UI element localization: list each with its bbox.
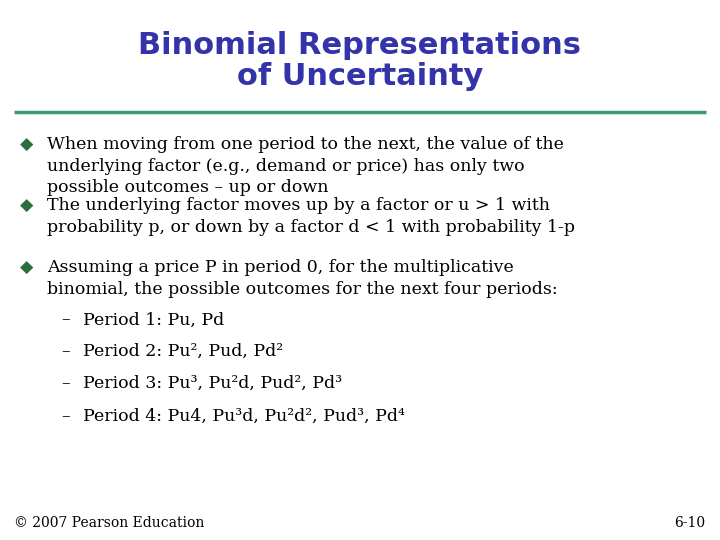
Text: –: –	[61, 343, 70, 360]
Text: The underlying factor moves up by a factor or u > 1 with
probability p, or down : The underlying factor moves up by a fact…	[47, 197, 575, 235]
Text: Period 3: Pu³, Pu²d, Pud², Pd³: Period 3: Pu³, Pu²d, Pud², Pd³	[83, 375, 342, 392]
Text: of Uncertainty: of Uncertainty	[237, 62, 483, 91]
Text: –: –	[61, 408, 70, 424]
Text: Assuming a price P in period 0, for the multiplicative
binomial, the possible ou: Assuming a price P in period 0, for the …	[47, 259, 557, 298]
Text: When moving from one period to the next, the value of the
underlying factor (e.g: When moving from one period to the next,…	[47, 136, 564, 196]
Text: Period 4: Pu4, Pu³d, Pu²d², Pud³, Pd⁴: Period 4: Pu4, Pu³d, Pu²d², Pud³, Pd⁴	[83, 408, 405, 424]
Text: –: –	[61, 312, 70, 328]
Text: 6-10: 6-10	[675, 516, 706, 530]
Text: –: –	[61, 375, 70, 392]
Text: ◆: ◆	[20, 197, 34, 215]
Text: Binomial Representations: Binomial Representations	[138, 31, 582, 60]
Text: Period 1: Pu, Pd: Period 1: Pu, Pd	[83, 312, 224, 328]
Text: Period 2: Pu², Pud, Pd²: Period 2: Pu², Pud, Pd²	[83, 343, 283, 360]
Text: ◆: ◆	[20, 259, 34, 277]
Text: © 2007 Pearson Education: © 2007 Pearson Education	[14, 516, 204, 530]
Text: ◆: ◆	[20, 136, 34, 154]
